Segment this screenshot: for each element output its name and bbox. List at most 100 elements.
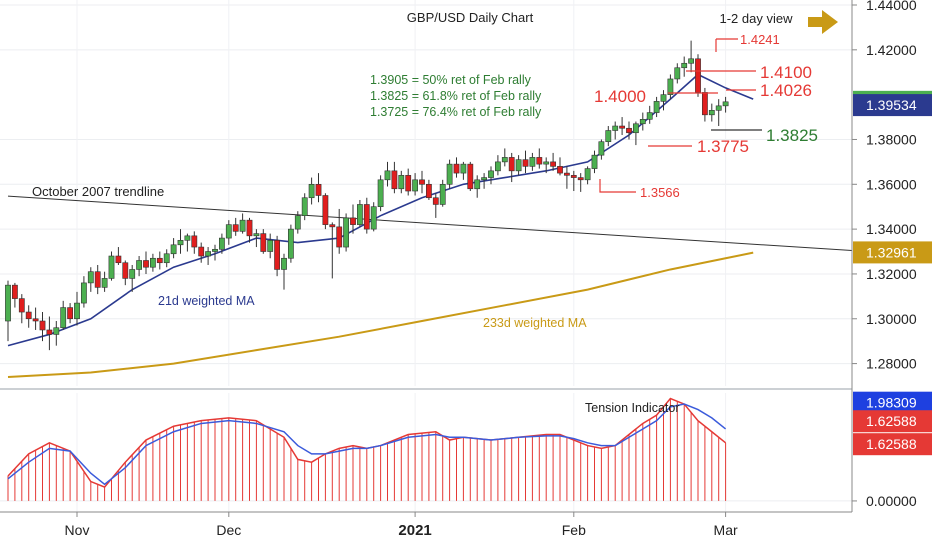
candle-body bbox=[212, 248, 218, 252]
candle-body bbox=[425, 183, 432, 199]
candle bbox=[384, 161, 391, 187]
candle bbox=[591, 150, 598, 174]
candle bbox=[46, 316, 53, 351]
candle bbox=[108, 251, 115, 281]
candle bbox=[605, 126, 612, 147]
candle-body bbox=[150, 257, 156, 268]
candle-body bbox=[12, 284, 18, 299]
candle-body bbox=[488, 170, 494, 178]
price-tag: 1.32961 bbox=[853, 241, 932, 264]
candle bbox=[32, 307, 39, 330]
candle-body bbox=[570, 175, 577, 178]
candle-body bbox=[67, 307, 73, 320]
candle-body bbox=[536, 157, 543, 165]
price-tag-bg bbox=[853, 391, 932, 414]
candle bbox=[474, 175, 481, 198]
indicator-axis-ticks: 0.00000 bbox=[852, 493, 917, 509]
price-tag: 1.62588 bbox=[853, 433, 932, 456]
candle bbox=[488, 166, 494, 185]
candle-body bbox=[446, 163, 453, 185]
candle-body bbox=[356, 204, 363, 225]
candle-body bbox=[46, 329, 53, 335]
x-tick-label: 2021 bbox=[398, 522, 431, 539]
indicator-panel-grid bbox=[0, 393, 852, 512]
candle bbox=[60, 300, 67, 330]
price-tag-bg bbox=[853, 410, 932, 433]
price-tag-label: 1.62588 bbox=[866, 436, 917, 452]
candle bbox=[722, 96, 729, 113]
candle-body bbox=[301, 197, 308, 216]
candle-body bbox=[391, 170, 398, 190]
candle bbox=[150, 253, 156, 272]
candle bbox=[350, 204, 356, 234]
candle-body bbox=[87, 271, 94, 284]
candle bbox=[253, 229, 260, 248]
indicator-red-line bbox=[7, 397, 727, 488]
annotation-line-14241 bbox=[715, 38, 738, 52]
candle bbox=[191, 231, 198, 254]
indicator-histogram bbox=[7, 398, 727, 501]
candle-body bbox=[605, 130, 612, 143]
candle bbox=[267, 233, 274, 259]
candle bbox=[274, 235, 280, 277]
candle bbox=[660, 90, 667, 111]
candle-body bbox=[363, 204, 370, 230]
candle bbox=[343, 213, 349, 252]
indicator-title: Tension Indicator bbox=[585, 401, 680, 415]
candle-body bbox=[205, 251, 211, 257]
candle bbox=[501, 148, 508, 167]
candle bbox=[653, 96, 660, 118]
ma-21-label: 21d weighted MA bbox=[158, 294, 255, 308]
candle bbox=[363, 197, 370, 234]
candle-body bbox=[598, 141, 605, 156]
candle-body bbox=[329, 224, 336, 228]
fib-note-1: 1.3905 = 50% ret of Feb rally bbox=[370, 73, 532, 87]
price-tag-label: 1.32961 bbox=[866, 244, 917, 260]
candle-body bbox=[412, 179, 418, 192]
candle-body bbox=[170, 244, 177, 255]
candle bbox=[219, 233, 225, 254]
ma-233-line bbox=[7, 251, 754, 379]
candle-body bbox=[701, 92, 708, 116]
candle bbox=[287, 224, 294, 263]
candle bbox=[81, 276, 87, 308]
candle bbox=[12, 282, 18, 308]
candle-body bbox=[543, 161, 550, 165]
candle-body bbox=[315, 183, 322, 196]
candle bbox=[329, 222, 336, 279]
candle bbox=[412, 173, 418, 196]
candle-body bbox=[122, 262, 129, 279]
candle-body bbox=[343, 217, 349, 248]
candle-body bbox=[419, 179, 425, 185]
y-tick-label: 1.36000 bbox=[866, 176, 917, 192]
level-label-14100: 1.4100 bbox=[760, 63, 812, 82]
candle bbox=[212, 244, 218, 261]
candle bbox=[550, 152, 556, 171]
candle-body bbox=[163, 253, 170, 264]
candle bbox=[198, 242, 205, 263]
candle-body bbox=[481, 177, 487, 181]
level-label-13825: 1.3825 bbox=[766, 126, 818, 145]
candle bbox=[626, 121, 632, 140]
y-tick-label: 1.32000 bbox=[866, 266, 917, 282]
candle-body bbox=[619, 125, 625, 129]
candle-body bbox=[191, 235, 198, 248]
candle bbox=[101, 271, 108, 292]
candle-body bbox=[5, 284, 11, 322]
candle bbox=[87, 267, 94, 292]
indicator-tick-label: 0.00000 bbox=[866, 493, 917, 509]
candle-body bbox=[460, 163, 467, 174]
candle bbox=[322, 193, 329, 230]
candle-body bbox=[281, 257, 287, 270]
candle-body bbox=[660, 94, 667, 102]
candle bbox=[94, 264, 101, 295]
candle-body bbox=[522, 159, 529, 167]
candle-body bbox=[708, 110, 715, 116]
chart-title: GBP/USD Daily Chart bbox=[407, 10, 534, 25]
price-tag-bg bbox=[853, 94, 932, 117]
candle-body bbox=[529, 157, 536, 167]
candle bbox=[18, 294, 25, 324]
candle bbox=[667, 74, 674, 100]
candle-body bbox=[632, 123, 639, 134]
candle-body bbox=[136, 260, 142, 270]
